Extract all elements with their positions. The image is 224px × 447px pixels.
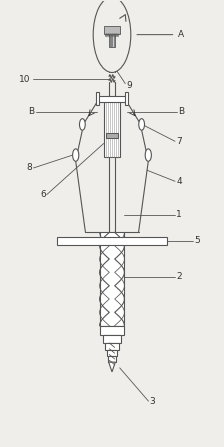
Bar xyxy=(105,342,119,350)
Bar xyxy=(125,93,128,105)
Text: A: A xyxy=(137,30,185,39)
Circle shape xyxy=(93,0,131,72)
Bar xyxy=(100,326,124,334)
Text: 1: 1 xyxy=(176,210,182,219)
Bar xyxy=(57,237,167,245)
Circle shape xyxy=(73,149,79,161)
Circle shape xyxy=(145,149,151,161)
Bar xyxy=(108,356,116,362)
Bar xyxy=(109,34,115,47)
Bar xyxy=(104,26,120,34)
Circle shape xyxy=(80,118,85,130)
Bar xyxy=(96,93,99,105)
Text: 5: 5 xyxy=(194,236,200,245)
Bar xyxy=(100,232,124,326)
Text: 2: 2 xyxy=(176,272,182,281)
Bar xyxy=(103,100,121,157)
Text: B: B xyxy=(28,107,34,116)
Circle shape xyxy=(139,118,144,130)
Text: 10: 10 xyxy=(19,75,31,84)
Text: 6: 6 xyxy=(40,190,46,199)
Text: 7: 7 xyxy=(176,137,182,146)
Text: B: B xyxy=(178,107,185,116)
Text: 8: 8 xyxy=(27,164,32,173)
Bar xyxy=(98,96,126,102)
Polygon shape xyxy=(109,362,115,372)
Bar xyxy=(106,133,118,138)
Text: 4: 4 xyxy=(176,177,182,186)
Text: 9: 9 xyxy=(126,81,132,90)
Bar xyxy=(103,334,121,342)
Bar xyxy=(107,350,117,356)
Text: 3: 3 xyxy=(150,396,155,406)
